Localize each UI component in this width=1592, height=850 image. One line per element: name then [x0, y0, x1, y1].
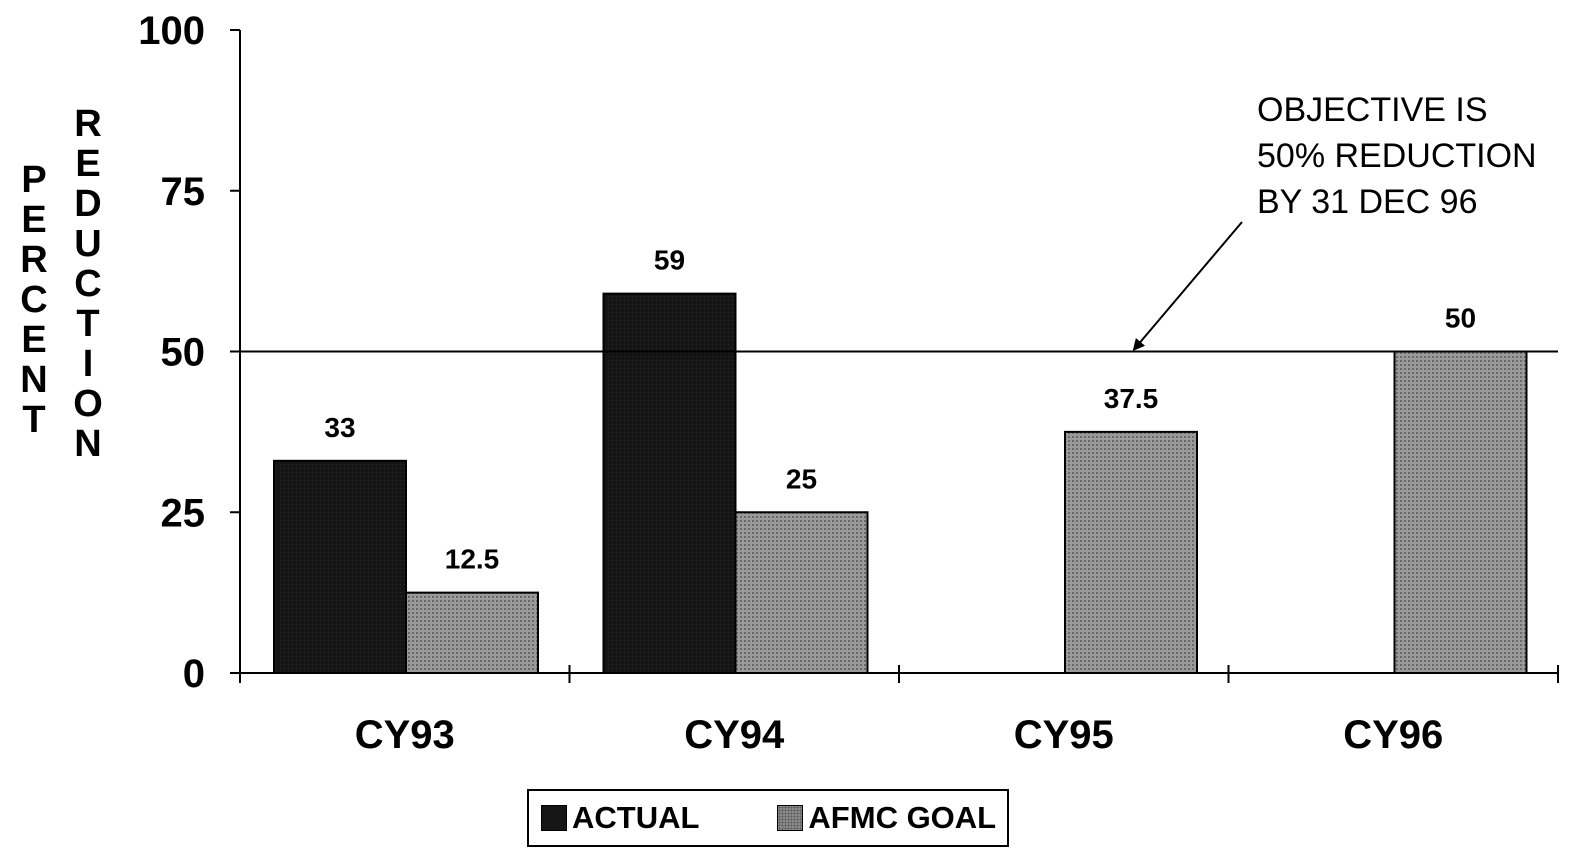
y-axis-label-reduction-letter: I [82, 343, 94, 385]
legend-swatch-afmc-goal [777, 805, 804, 831]
bar-actual-cy93 [273, 459, 407, 674]
x-tick-label: CY95 [1014, 713, 1114, 757]
legend-label-actual: ACTUAL [572, 800, 700, 835]
legend-item-afmc-goal: AFMC GOAL [699, 800, 996, 836]
y-axis-label-percent-letter: P [21, 159, 47, 201]
data-label: 25 [786, 463, 817, 494]
data-label: 33 [324, 412, 355, 443]
legend: ACTUAL AFMC GOAL [527, 789, 1009, 847]
y-axis-label-percent-letter: E [21, 199, 47, 241]
data-label: 37.5 [1104, 383, 1159, 414]
legend-swatch-actual [541, 805, 567, 831]
y-tick-label: 25 [161, 491, 206, 535]
y-tick-label: 75 [161, 170, 206, 214]
bar-afmc-goal-cy96 [1393, 350, 1528, 674]
y-axis-label-reduction-letter: T [76, 303, 100, 345]
y-tick-label: 100 [138, 9, 205, 53]
y-axis-label-reduction-letter: C [74, 263, 102, 305]
bar-afmc-goal-cy95 [1064, 430, 1198, 674]
bar-afmc-goal-cy94 [734, 511, 869, 674]
y-axis-label-reduction-letter: U [74, 223, 102, 265]
y-axis-label-percent-letter: R [20, 239, 48, 281]
annotation-line: 50% REDUCTION [1257, 137, 1537, 175]
y-axis-label-reduction-letter: E [75, 143, 101, 185]
bar-actual-cy94 [602, 292, 737, 674]
bar-afmc-goal-cy93 [405, 591, 539, 674]
x-tick-label: CY94 [684, 713, 785, 757]
x-tick-label: CY96 [1343, 713, 1443, 757]
y-tick-label: 50 [161, 331, 206, 375]
y-axis-label-percent-letter: C [20, 279, 48, 321]
x-tick-label: CY93 [355, 713, 455, 757]
data-label: 12.5 [445, 544, 500, 575]
data-label: 59 [654, 245, 685, 276]
data-label: 50 [1445, 303, 1476, 334]
y-axis-label-reduction-letter: N [74, 423, 102, 465]
legend-label-afmc-goal: AFMC GOAL [808, 800, 997, 835]
y-axis-label-reduction-letter: D [74, 183, 102, 225]
annotation-line: BY 31 DEC 96 [1257, 183, 1478, 221]
annotation-arrow [1132, 221, 1243, 352]
y-axis-label-percent-letter: N [20, 359, 48, 401]
y-axis-label-reduction-letter: R [74, 103, 102, 145]
annotation-line: OBJECTIVE IS [1257, 91, 1488, 129]
y-tick-label: 0 [183, 652, 205, 696]
legend-item-actual: ACTUAL [529, 800, 699, 836]
y-axis-label-percent-letter: E [21, 319, 47, 361]
y-axis-label-percent-letter: T [22, 399, 46, 441]
y-axis-label-reduction-letter: O [73, 383, 103, 425]
